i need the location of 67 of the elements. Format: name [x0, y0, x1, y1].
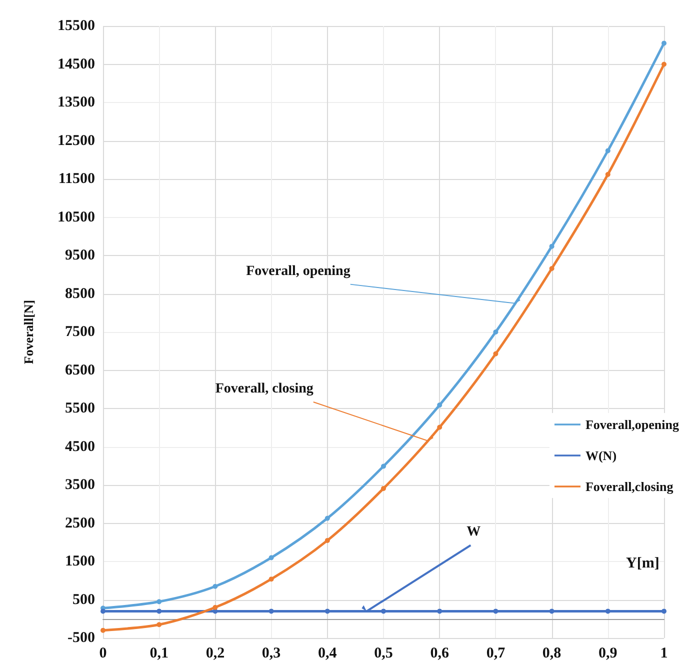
point: [605, 608, 610, 614]
x-tick-label: 0,4: [318, 646, 338, 662]
y-tick-label: 1500: [65, 554, 95, 570]
x-tick-label: 0: [99, 646, 107, 662]
y-tick-label: 6500: [65, 362, 95, 378]
annotation: W: [466, 524, 481, 540]
point: [381, 608, 386, 614]
point: [324, 608, 330, 614]
point: [156, 608, 162, 614]
point: [156, 622, 162, 628]
x-tick-label: 0,9: [598, 646, 618, 662]
y-tick-label: 15500: [58, 18, 95, 34]
y-tick-label: 11500: [58, 171, 95, 187]
annotation: Foverall, opening: [246, 264, 350, 279]
x-tick-label: 0,5: [374, 646, 393, 662]
y-tick-label: 10500: [58, 209, 95, 226]
point: [549, 608, 554, 614]
x-tick-label: 1: [660, 646, 668, 662]
point: [268, 555, 274, 560]
point: [324, 516, 330, 521]
point: [212, 604, 218, 610]
legend-label: W(N): [585, 448, 617, 463]
point: [662, 40, 666, 46]
x-tick-label: 0,3: [262, 646, 281, 662]
x-axis-title: Y[m]: [626, 555, 660, 572]
point: [605, 172, 610, 177]
y-tick-label: -500: [68, 630, 95, 646]
point: [549, 244, 554, 249]
point: [268, 608, 274, 614]
legend-label: Foverall,closing: [585, 479, 674, 494]
point: [381, 464, 386, 469]
point: [662, 62, 666, 67]
y-tick-label: 8500: [65, 286, 95, 302]
point: [437, 424, 442, 430]
point: [662, 608, 666, 614]
y-tick-label: 2500: [65, 515, 95, 532]
annotation: Foverall, closing: [215, 382, 314, 397]
x-tick-label: 0,2: [206, 646, 225, 662]
y-tick-label: 3500: [65, 477, 95, 493]
y-tick-label: 13500: [58, 94, 95, 110]
x-tick-label: 0,6: [430, 646, 450, 662]
y-tick-label: 9500: [65, 248, 95, 264]
point: [493, 608, 498, 614]
point: [437, 402, 442, 408]
y-axis-title: Foverall[N]: [21, 300, 36, 364]
legend-label: Foverall,opening: [585, 417, 680, 432]
point: [324, 538, 330, 543]
point: [549, 266, 554, 272]
point: [381, 486, 386, 491]
y-tick-label: 7500: [65, 324, 95, 340]
x-tick-label: 0,1: [150, 646, 168, 662]
y-tick-label: 4500: [65, 438, 95, 455]
point: [268, 576, 274, 582]
point: [100, 608, 106, 614]
point: [212, 584, 218, 589]
point: [493, 330, 498, 334]
x-tick-label: 0,7: [486, 646, 506, 662]
y-tick-label: 5500: [65, 400, 95, 416]
y-tick-label: 12500: [58, 132, 95, 149]
point: [605, 148, 610, 154]
point: [437, 608, 442, 614]
y-tick-label: 14500: [58, 56, 95, 72]
point: [493, 351, 498, 356]
point: [156, 599, 162, 604]
y-tick-label: 500: [72, 592, 95, 608]
x-tick-label: 0,8: [542, 646, 562, 662]
point: [100, 628, 106, 633]
